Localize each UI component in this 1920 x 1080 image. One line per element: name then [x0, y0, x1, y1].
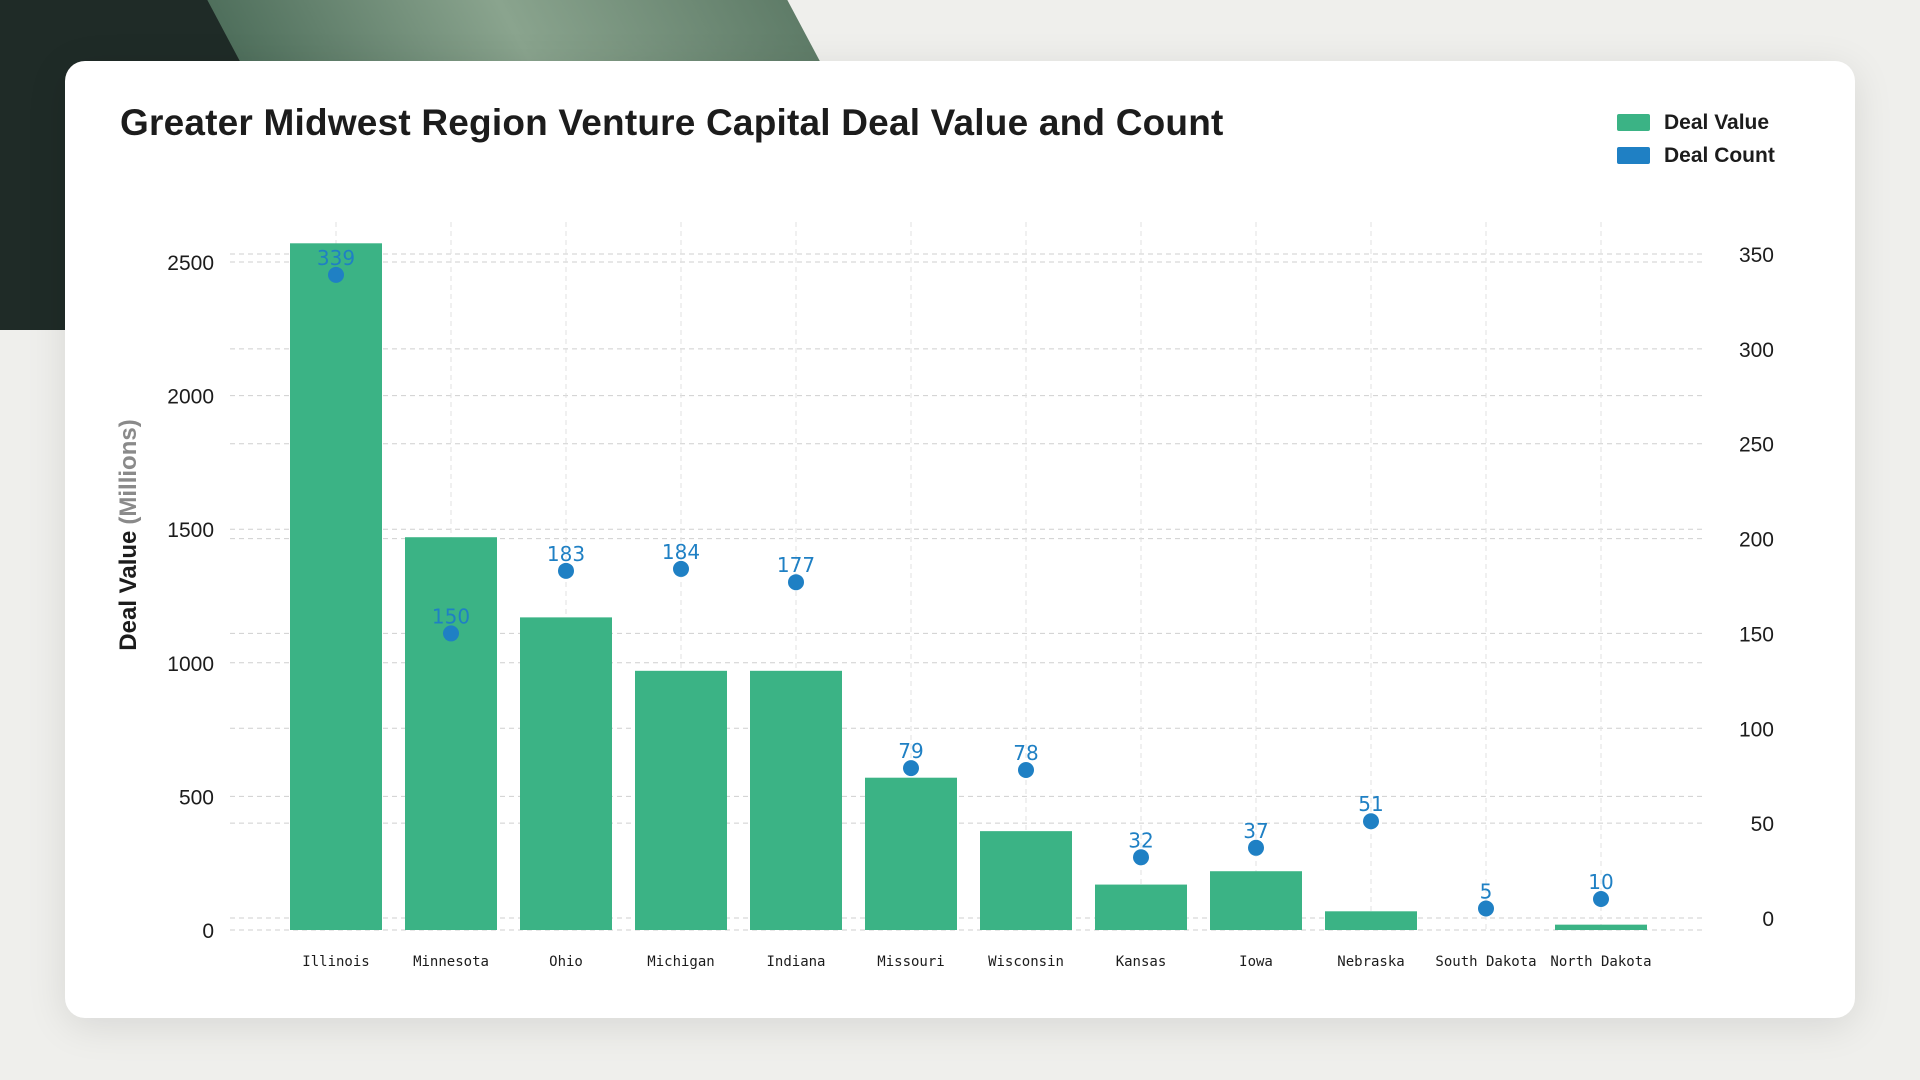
data-label-deal-count-kansas: 32: [1128, 828, 1153, 852]
data-label-deal-count-indiana: 177: [777, 553, 815, 577]
dot-deal-count-iowa: [1248, 839, 1264, 856]
y-tick-right-100: 100: [1739, 718, 1774, 741]
x-tick-label-nebraska: Nebraska: [1337, 954, 1404, 970]
bar-deal-value-michigan: [635, 670, 727, 930]
data-label-deal-count-south-dakota: 5: [1480, 880, 1493, 904]
dot-deal-count-minnesota: [443, 625, 459, 642]
data-label-deal-count-minnesota: 150: [432, 604, 470, 628]
y-axis-label-main: Deal Value: [115, 531, 142, 651]
bar-deal-value-indiana: [750, 670, 842, 930]
bar-layer: [290, 243, 1647, 930]
data-label-deal-count-michigan: 184: [662, 540, 700, 564]
y-tick-left-0: 0: [202, 920, 214, 943]
bar-deal-value-illinois: [290, 243, 382, 930]
dot-deal-count-indiana: [788, 574, 804, 591]
data-label-deal-count-nebraska: 51: [1358, 792, 1383, 816]
bar-deal-value-wisconsin: [980, 831, 1072, 930]
y-tick-right-0: 0: [1762, 908, 1774, 931]
dot-deal-count-missouri: [903, 760, 919, 777]
y-tick-left-1500: 1500: [167, 519, 214, 542]
legend-item-deal-count[interactable]: Deal Count: [1617, 139, 1775, 172]
dot-layer: [328, 266, 1609, 917]
data-label-deal-count-missouri: 79: [898, 739, 923, 763]
y-tick-right-50: 50: [1751, 813, 1774, 836]
x-tick-label-south-dakota: South Dakota: [1435, 954, 1536, 970]
x-tick-label-ohio: Ohio: [549, 954, 583, 970]
y-axis-label: Deal Value (Millions): [115, 419, 142, 650]
x-tick-label-michigan: Michigan: [647, 954, 714, 970]
bar-deal-value-minnesota: [405, 537, 497, 930]
dot-deal-count-kansas: [1133, 849, 1149, 866]
x-tick-label-kansas: Kansas: [1116, 954, 1167, 970]
x-tick-label-minnesota: Minnesota: [413, 954, 489, 970]
legend-label-deal-value: Deal Value: [1664, 110, 1770, 134]
dot-deal-count-ohio: [558, 562, 574, 579]
dot-deal-count-north-dakota: [1593, 891, 1609, 908]
bar-deal-value-kansas: [1095, 884, 1187, 930]
x-tick-label-missouri: Missouri: [877, 954, 944, 970]
chart-title: Greater Midwest Region Venture Capital D…: [120, 102, 1224, 143]
dot-deal-count-nebraska: [1363, 813, 1379, 830]
chart-legend: Deal Value Deal Count: [1617, 106, 1775, 172]
x-tick-label-indiana: Indiana: [766, 954, 825, 970]
y-tick-left-2000: 2000: [167, 386, 214, 409]
data-label-deal-count-ohio: 183: [547, 542, 585, 566]
data-label-deal-count-illinois: 339: [317, 246, 355, 270]
x-tick-label-wisconsin: Wisconsin: [988, 954, 1064, 970]
x-tick-label-illinois: Illinois: [302, 954, 369, 970]
y-axis-label-unit: (Millions): [115, 419, 142, 524]
y-tick-left-2500: 2500: [167, 252, 214, 275]
y-tick-right-200: 200: [1739, 529, 1774, 552]
y-tick-left-1000: 1000: [167, 653, 214, 676]
dot-deal-count-illinois: [328, 266, 344, 283]
data-label-deal-count-north-dakota: 10: [1588, 870, 1613, 894]
legend-item-deal-value[interactable]: Deal Value: [1617, 106, 1775, 139]
data-label-deal-count-iowa: 37: [1243, 819, 1268, 843]
y-tick-left-500: 500: [179, 786, 214, 809]
y-tick-right-350: 350: [1739, 244, 1774, 267]
legend-swatch-deal-count: [1617, 147, 1650, 164]
dot-deal-count-south-dakota: [1478, 900, 1494, 917]
dot-deal-count-michigan: [673, 560, 689, 577]
bar-deal-value-nebraska: [1325, 911, 1417, 930]
data-label-deal-count-wisconsin: 78: [1013, 741, 1038, 765]
dot-deal-count-wisconsin: [1018, 762, 1034, 779]
y-tick-right-150: 150: [1739, 623, 1774, 646]
legend-label-deal-count: Deal Count: [1664, 143, 1775, 167]
y-tick-right-300: 300: [1739, 339, 1774, 362]
x-tick-label-north-dakota: North Dakota: [1550, 954, 1651, 970]
label-layer: 0 500 1000 1500 2000 2500 0 50 100 150 200 250 300 35…: [167, 244, 1774, 970]
x-tick-label-iowa: Iowa: [1239, 954, 1273, 970]
legend-swatch-deal-value: [1617, 114, 1650, 131]
bar-deal-value-ohio: [520, 617, 612, 930]
bar-deal-value-iowa: [1210, 871, 1302, 930]
bar-deal-value-north-dakota: [1555, 924, 1647, 930]
y-tick-right-250: 250: [1739, 434, 1774, 457]
bar-deal-value-missouri: [865, 777, 957, 930]
